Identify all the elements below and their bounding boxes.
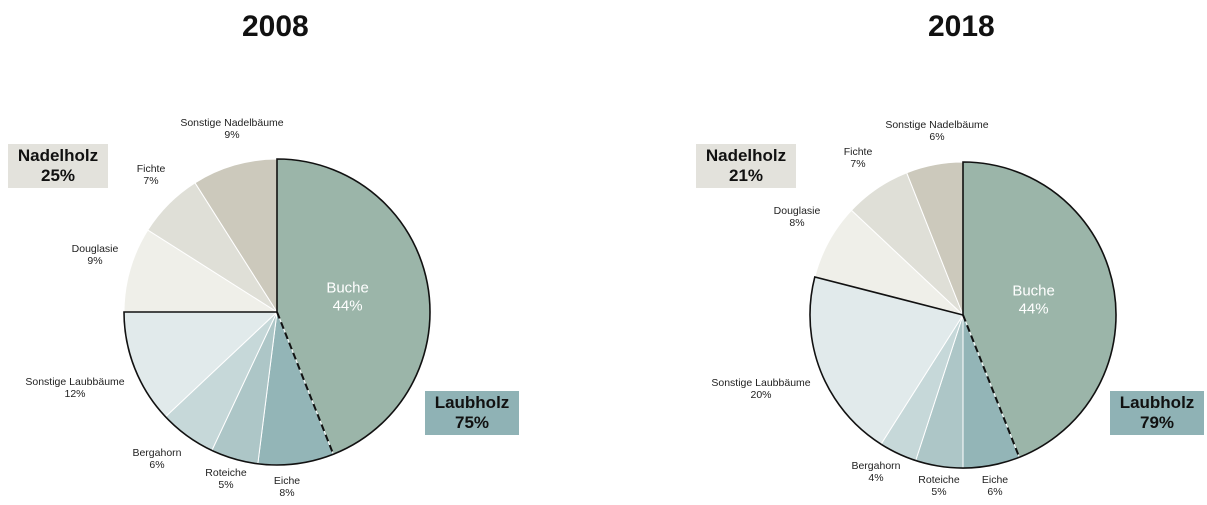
group-box-nadelholz: Nadelholz 21% [696,144,796,188]
pie-slice-sonstige-nadelbaeume [194,158,278,314]
slice-value-bergahorn: 4% [868,472,883,484]
buche-divider-dashed [962,314,1021,458]
slice-label-sonstige-nadelbaeume: Sonstige Nadelbäume [885,119,988,131]
slice-value-douglasie: 8% [789,217,804,229]
slice-label-roteiche: Roteiche [205,467,247,479]
slice-label-eiche: Eiche [982,474,1008,486]
slice-value-sonstige-nadelbaeume: 9% [224,129,239,141]
slice-value-buche: 44% [1019,301,1049,318]
group-name: Nadelholz [17,146,99,165]
slice-value-sonstige-laubbaeume: 12% [64,388,85,400]
pie-chart-2018: 2018 Nadelholz 21% Laubholz 79% Buche 44%… [600,0,1204,505]
slice-value-eiche: 8% [279,487,294,499]
group-box-laubholz: Laubholz 75% [425,391,519,435]
group-name: Laubholz [434,393,510,412]
slice-label-fichte: Fichte [137,163,166,175]
chart-title: 2008 [242,10,309,43]
slice-label-buche: Buche [1012,283,1055,300]
slice-label-eiche: Eiche [274,475,300,487]
chart-title: 2018 [928,10,995,43]
group-box-nadelholz: Nadelholz 25% [8,144,108,188]
slice-label-fichte: Fichte [844,146,873,158]
slice-label-sonstige-nadelbaeume: Sonstige Nadelbäume [180,117,283,129]
slice-value-fichte: 7% [850,158,865,170]
slice-value-roteiche: 5% [931,486,946,498]
buche-divider-dashed [276,311,335,455]
group-value: 25% [40,166,76,185]
slice-value-eiche: 6% [987,486,1002,498]
slice-value-bergahorn: 6% [149,459,164,471]
slice-value-sonstige-nadelbaeume: 6% [929,131,944,143]
group-box-laubholz: Laubholz 79% [1110,391,1204,435]
laubholz-outline [809,161,1117,469]
pie-slice-douglasie [123,229,279,313]
pie-svg: Buche44%Eiche6%Roteiche5%Bergahorn4%Sons… [711,119,1117,498]
slice-value-roteiche: 5% [218,479,233,491]
group-name: Nadelholz [705,146,787,165]
pie-chart-2008: 2008 Nadelholz 25% Laubholz 75% Buche 44%… [0,0,600,505]
laubholz-outline [123,158,431,466]
slice-label-sonstige-laubbaeume: Sonstige Laubbäume [25,376,124,388]
slice-value-fichte: 7% [143,175,158,187]
slice-value-sonstige-laubbaeume: 20% [750,389,771,401]
slice-label-roteiche: Roteiche [918,474,960,486]
slice-value-buche: 44% [333,298,363,315]
slice-label-douglasie: Douglasie [774,205,821,217]
slice-label-buche: Buche [326,280,369,297]
slice-label-bergahorn: Bergahorn [851,460,900,472]
slice-value-douglasie: 9% [87,255,102,267]
slice-label-bergahorn: Bergahorn [132,447,181,459]
group-name: Laubholz [1119,393,1195,412]
slice-label-sonstige-laubbaeume: Sonstige Laubbäume [711,377,810,389]
group-value: 79% [1139,413,1175,432]
group-value: 75% [454,413,490,432]
group-value: 21% [728,166,764,185]
slice-label-douglasie: Douglasie [72,243,119,255]
